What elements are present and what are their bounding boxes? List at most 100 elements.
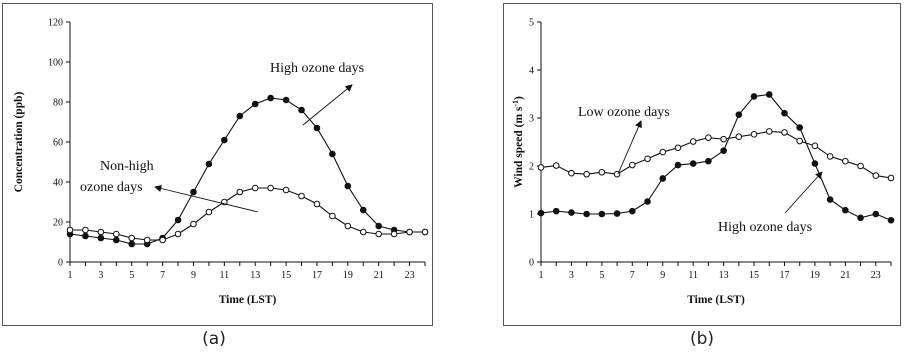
y-tick-label: 0 xyxy=(529,258,534,269)
x-axis-title: Time (LST) xyxy=(219,294,277,306)
series-1-point xyxy=(421,228,429,236)
series-1-point xyxy=(329,212,336,220)
series-0-point xyxy=(267,94,274,102)
series-1-point xyxy=(66,226,74,234)
series-0-point xyxy=(236,112,244,120)
series-0-point xyxy=(221,136,228,144)
annotation-arrow xyxy=(784,171,823,214)
y-axis-title: Concentration (ppb) xyxy=(13,92,25,193)
series-1-point xyxy=(205,208,213,216)
series-0-point xyxy=(313,124,321,132)
y-tick-label: 2 xyxy=(529,162,534,173)
series-1-line xyxy=(70,187,425,241)
x-tick-label: 3 xyxy=(569,270,574,281)
annotation-arrow xyxy=(154,184,259,213)
series-1-point xyxy=(857,214,864,222)
x-tick-label: 11 xyxy=(220,270,230,281)
x-tick-label: 21 xyxy=(840,270,850,281)
x-tick-label: 15 xyxy=(281,270,291,281)
series-0-point xyxy=(811,142,819,150)
series-1-point xyxy=(537,209,545,217)
series-0-point xyxy=(689,138,697,145)
x-tick-label: 7 xyxy=(630,270,635,281)
caption-a: (a) xyxy=(202,329,226,349)
series-1-point xyxy=(159,236,166,244)
series-1-point xyxy=(552,207,560,215)
series-1-point xyxy=(344,222,352,230)
x-tick-label: 15 xyxy=(749,270,759,281)
series-0-point xyxy=(190,188,197,196)
series-0-point xyxy=(781,129,788,136)
series-1-point xyxy=(765,91,773,98)
series-0-point xyxy=(629,161,636,169)
x-tick-label: 1 xyxy=(539,270,544,281)
series-1-point xyxy=(267,184,274,192)
series-1-point xyxy=(251,184,259,192)
annotation-arrow xyxy=(617,120,642,175)
series-1-point xyxy=(174,230,182,238)
series-0-point xyxy=(705,134,712,141)
series-0-point xyxy=(750,131,758,138)
y-tick-label: 0 xyxy=(58,258,63,269)
y-axis-title: Wind speed (m s-1) xyxy=(511,96,525,188)
series-1-point xyxy=(359,228,367,236)
annotation-label: Low ozone days xyxy=(578,105,670,120)
series-0-point xyxy=(359,206,367,214)
series-1-point xyxy=(629,207,636,215)
series-1-point xyxy=(143,236,151,244)
series-1-point xyxy=(598,210,606,218)
series-0-point xyxy=(97,234,105,242)
series-0-point xyxy=(205,160,213,168)
series-1-point xyxy=(689,160,697,167)
series-0-point xyxy=(552,162,560,169)
x-tick-label: 17 xyxy=(779,270,789,281)
series-0-point xyxy=(174,216,182,224)
series-1-point xyxy=(113,230,120,238)
series-1-point xyxy=(236,188,244,196)
x-tick-label: 5 xyxy=(599,270,604,281)
series-1-point xyxy=(887,216,895,224)
y-tick-label: 4 xyxy=(529,66,534,77)
x-tick-label: 13 xyxy=(250,270,260,281)
series-0-point xyxy=(282,96,290,104)
x-tick-label: 21 xyxy=(374,270,384,281)
series-1-point xyxy=(705,157,712,165)
series-1-point xyxy=(644,198,651,205)
series-1-point xyxy=(313,200,321,208)
chart-b-frame xyxy=(503,3,901,326)
y-tick-label: 40 xyxy=(53,178,63,189)
x-axis-title: Time (LST) xyxy=(687,294,745,306)
series-1-point xyxy=(659,175,667,182)
series-0-point xyxy=(568,169,575,177)
series-0-point xyxy=(113,236,120,244)
x-tick-label: 5 xyxy=(129,270,134,281)
series-0-point xyxy=(826,153,834,160)
series-0-point xyxy=(375,222,382,230)
x-tick-label: 9 xyxy=(660,270,665,281)
x-tick-label: 1 xyxy=(68,270,73,281)
annotation-label: High ozone days xyxy=(270,61,364,76)
y-tick-label: 60 xyxy=(53,138,63,149)
series-1-point xyxy=(811,160,819,167)
series-0-point xyxy=(659,148,667,156)
series-0-point xyxy=(842,157,849,165)
x-tick-label: 19 xyxy=(810,270,820,281)
x-tick-label: 23 xyxy=(405,270,415,281)
y-tick-label: 3 xyxy=(529,114,534,125)
x-tick-label: 17 xyxy=(312,270,322,281)
series-0-point xyxy=(598,168,606,176)
x-tick-label: 13 xyxy=(719,270,729,281)
series-0-point xyxy=(128,240,136,248)
series-0-point xyxy=(82,232,89,240)
x-tick-label: 23 xyxy=(871,270,881,281)
y-tick-label: 5 xyxy=(529,18,534,29)
y-tick-label: 20 xyxy=(53,218,63,229)
x-tick-label: 7 xyxy=(160,270,165,281)
series-1-point xyxy=(750,93,758,100)
chart-a-frame xyxy=(2,3,433,326)
series-0-point xyxy=(887,174,895,182)
series-1-point xyxy=(872,210,880,218)
x-tick-label: 3 xyxy=(98,270,103,281)
